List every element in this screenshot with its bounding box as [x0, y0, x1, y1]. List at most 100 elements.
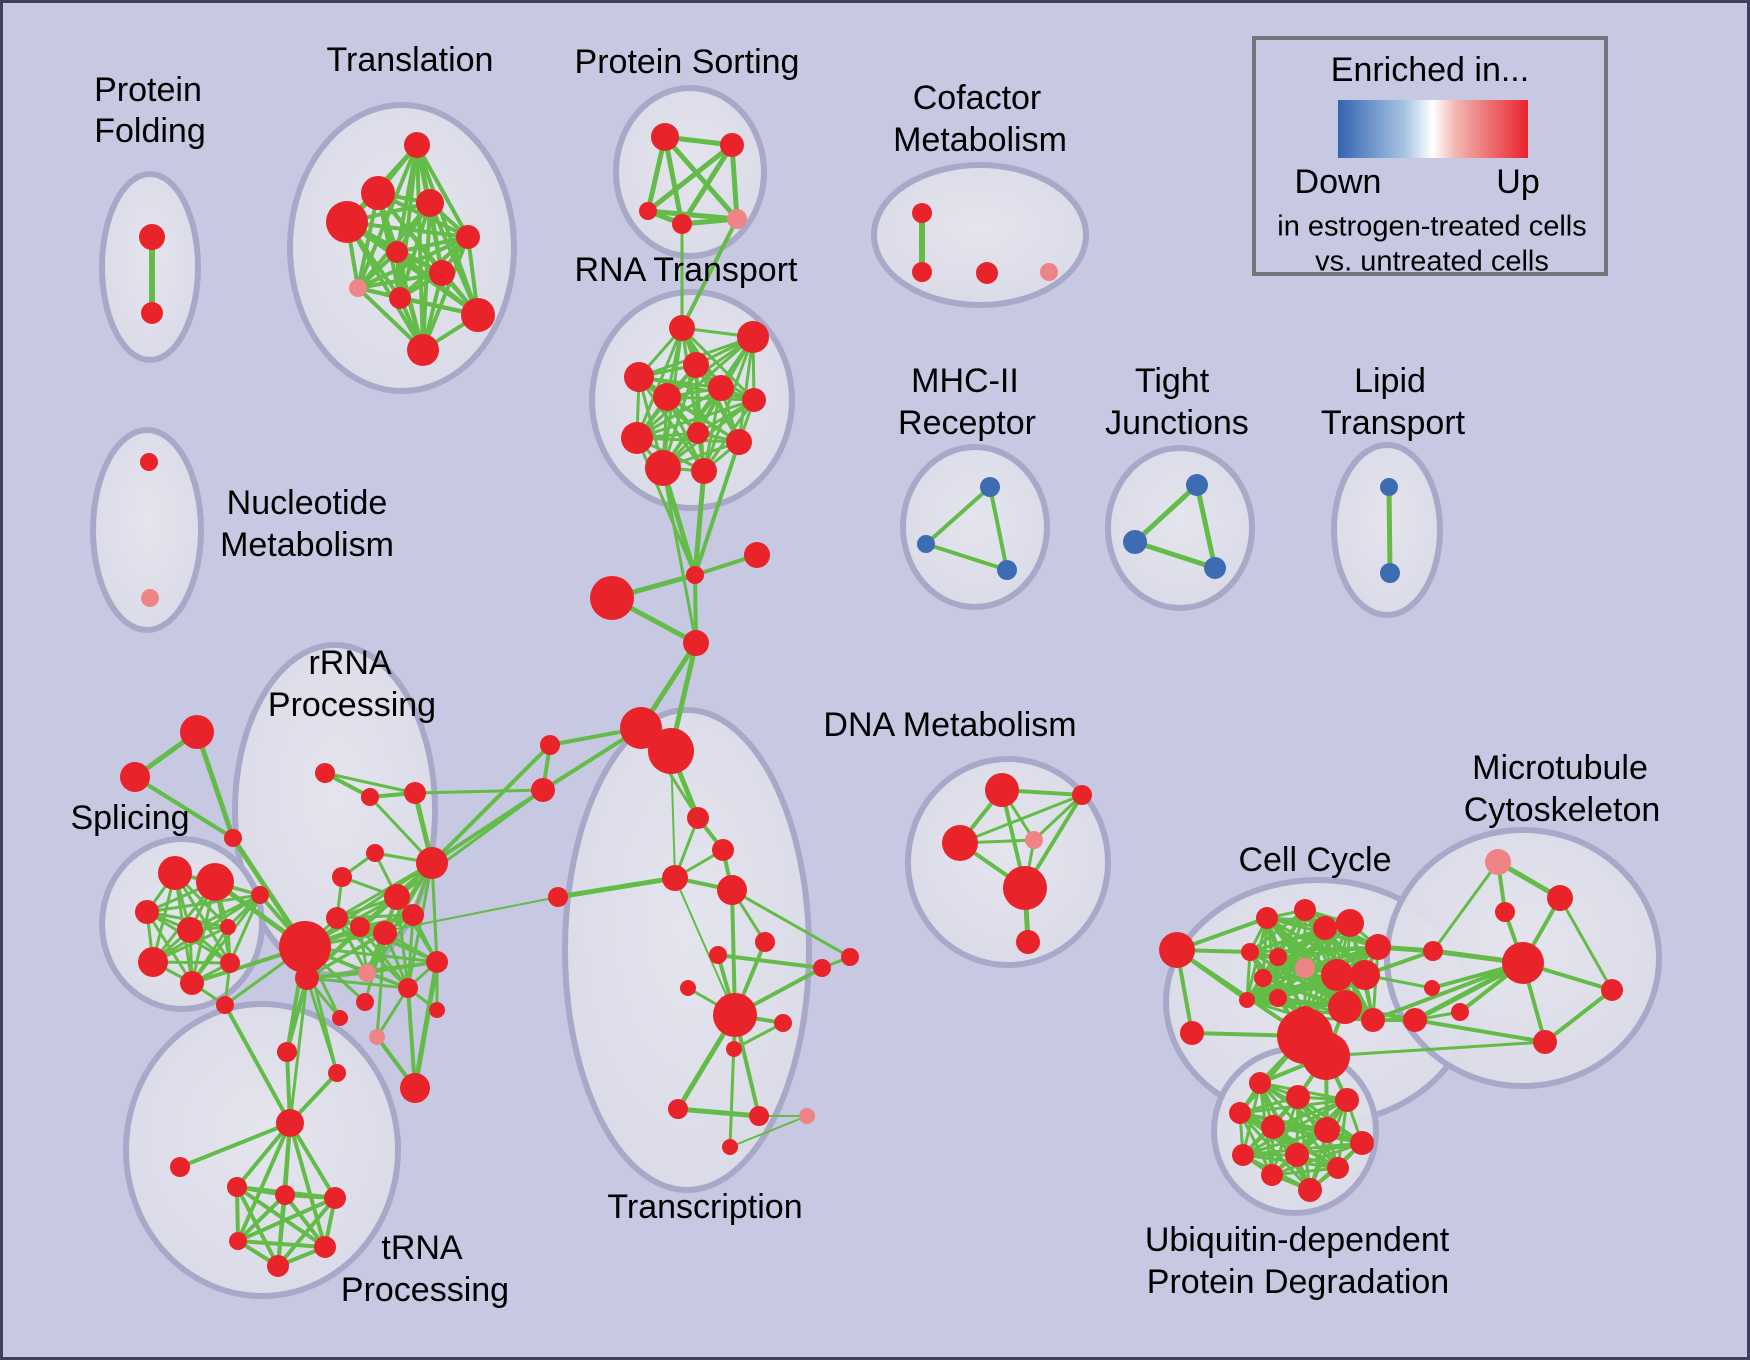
network-node-ub2 — [1286, 1085, 1310, 1109]
network-node-tc16 — [841, 948, 859, 966]
cluster-label: Tight — [1135, 362, 1210, 400]
network-edge — [151, 893, 262, 964]
network-edge — [178, 1121, 292, 1169]
cluster-label: Splicing — [70, 799, 189, 837]
cluster-label: Microtubule — [1472, 749, 1648, 787]
network-edge — [1270, 1141, 1364, 1177]
network-edge — [1543, 988, 1614, 1044]
network-node-ub7 — [1350, 1131, 1374, 1155]
network-node-ps2 — [720, 133, 744, 157]
network-node-tc15 — [813, 959, 831, 977]
network-edge — [637, 375, 756, 402]
network-node-rt2 — [737, 321, 769, 353]
network-edge — [288, 1121, 337, 1200]
network-node-tj3 — [1204, 557, 1226, 579]
network-node-sp3 — [135, 900, 159, 924]
network-edge — [665, 395, 741, 444]
network-node-ub8 — [1232, 1144, 1254, 1166]
network-node-rr18 — [332, 1010, 348, 1026]
network-node-ps4 — [672, 214, 692, 234]
network-node-rt12 — [691, 458, 717, 484]
network-node-ps5 — [727, 209, 747, 229]
network-node-rr11 — [373, 921, 397, 945]
network-edge — [276, 1193, 287, 1268]
network-edge — [555, 875, 678, 900]
network-node-rr15 — [398, 978, 418, 998]
network-node-rr5 — [332, 867, 352, 887]
cluster-label: Transport — [1321, 404, 1466, 442]
network-node-rt6 — [742, 388, 766, 412]
network-node-at3 — [224, 829, 242, 847]
network-edge — [406, 986, 417, 1090]
network-node-mtP — [1485, 849, 1511, 875]
network-node-tc2 — [712, 839, 734, 861]
network-node-rt4 — [624, 362, 654, 392]
network-node-tn5 — [314, 1236, 336, 1258]
network-node-cnH — [531, 778, 555, 802]
network-edge — [235, 1185, 280, 1268]
network-node-sp10 — [216, 996, 234, 1014]
cluster-ellipse-mhc — [900, 444, 1050, 610]
network-node-dm3 — [942, 825, 978, 861]
network-node-lt1 — [1380, 478, 1398, 496]
network-node-tr2 — [361, 176, 395, 210]
network-node-cc12 — [1239, 992, 1255, 1008]
network-edge — [1132, 482, 1200, 545]
network-node-rr17 — [429, 1002, 445, 1018]
network-edge — [680, 326, 756, 402]
network-node-dm2 — [1072, 785, 1092, 805]
network-node-nm2 — [141, 589, 159, 607]
network-node-ps3 — [639, 202, 657, 220]
network-node-tc4 — [717, 875, 747, 905]
network-node-rr3 — [404, 782, 426, 804]
network-node-sp4 — [177, 917, 203, 943]
network-node-ccL — [1180, 1021, 1204, 1045]
network-node-cc3 — [1313, 916, 1337, 940]
network-node-dm4 — [1025, 831, 1043, 849]
network-edge — [236, 1196, 337, 1243]
network-node-ub9 — [1285, 1143, 1309, 1167]
network-node-ub4 — [1229, 1102, 1251, 1124]
network-node-ub6 — [1314, 1117, 1340, 1143]
network-edge — [637, 375, 706, 473]
network-edge — [406, 913, 415, 990]
network-node-rr22 — [277, 1042, 297, 1062]
network-node-rt8 — [621, 422, 653, 454]
network-edge — [288, 1121, 327, 1249]
legend-down-label: Down — [1295, 163, 1382, 201]
network-node-rr4 — [366, 844, 384, 862]
network-edge — [645, 208, 740, 222]
cluster-label: MHC-II — [911, 362, 1019, 400]
network-node-tn2 — [275, 1185, 295, 1205]
cluster-label: Receptor — [898, 404, 1036, 442]
network-edge — [1386, 484, 1393, 576]
network-node-mt3 — [1451, 1003, 1469, 1021]
network-edge — [1270, 1166, 1340, 1177]
network-node-ccG2 — [1302, 1032, 1350, 1080]
cluster-ellipse-transcription — [562, 707, 812, 1193]
network-node-tc7 — [680, 980, 696, 996]
cluster-ellipse-cofactor — [871, 162, 1089, 308]
network-node-ub12 — [1298, 1178, 1322, 1202]
network-node-cnE — [620, 707, 662, 749]
network-node-tc5 — [709, 946, 727, 964]
network-node-cc6 — [1241, 943, 1259, 961]
cluster-label: Processing — [268, 686, 436, 724]
network-node-tr7 — [429, 260, 455, 286]
network-node-rr14 — [358, 964, 376, 982]
cluster-label: Nucleotide — [227, 484, 388, 522]
network-edge — [728, 1013, 737, 1149]
cluster-ellipse-tight-junctions — [1105, 445, 1255, 611]
network-edge — [730, 888, 852, 959]
network-node-tj2 — [1123, 530, 1147, 554]
network-node-rt1 — [669, 315, 695, 341]
cluster-label: Protein Sorting — [575, 43, 800, 81]
network-node-cnA — [686, 566, 704, 584]
cluster-label: Metabolism — [893, 121, 1067, 159]
network-node-nm1 — [140, 453, 158, 471]
network-node-mt6 — [1533, 1030, 1557, 1054]
network-node-ub10 — [1327, 1157, 1349, 1179]
network-node-rr7 — [416, 847, 448, 879]
network-node-tc11 — [749, 1106, 769, 1126]
